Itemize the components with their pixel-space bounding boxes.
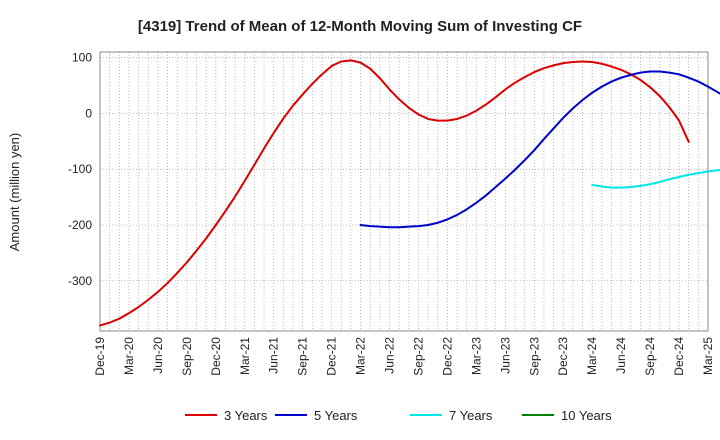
x-tick-label: Jun-21 xyxy=(267,337,281,374)
x-axis-ticks: Dec-19 Mar-20 Jun-20 Sep-20 Dec-20 Mar-21 Jun-… xyxy=(93,337,715,376)
legend-label: 5 Years xyxy=(314,408,358,423)
y-tick-label: -100 xyxy=(68,162,92,176)
legend-label: 7 Years xyxy=(449,408,493,423)
plot-area-frame xyxy=(99,51,709,332)
y-axis-ticks: 100 0 -100 -200 -300 xyxy=(68,51,92,288)
x-tick-label: Mar-24 xyxy=(585,337,599,375)
x-tick-label: Mar-21 xyxy=(238,337,252,375)
x-tick-label: Jun-22 xyxy=(383,337,397,374)
x-tick-label: Sep-22 xyxy=(411,337,425,376)
x-tick-label: Mar-25 xyxy=(701,337,715,375)
x-tick-label: Dec-22 xyxy=(440,337,454,376)
y-axis-label: Amount (million yen) xyxy=(7,133,22,252)
x-tick-label: Jun-20 xyxy=(151,337,165,374)
series-line-5-years xyxy=(359,70,720,229)
y-tick-label: 100 xyxy=(72,51,92,65)
x-tick-label: Mar-22 xyxy=(354,337,368,375)
legend-label: 10 Years xyxy=(561,408,612,423)
y-tick-label: -200 xyxy=(68,218,92,232)
x-tick-label: Sep-23 xyxy=(527,337,541,376)
x-tick-label: Mar-23 xyxy=(469,337,483,375)
legend-label: 3 Years xyxy=(224,408,268,423)
y-tick-label: 0 xyxy=(85,106,92,120)
x-tick-label: Jun-23 xyxy=(498,337,512,374)
x-tick-label: Dec-21 xyxy=(325,337,339,376)
series-line-3-years xyxy=(99,59,690,327)
x-tick-label: Mar-20 xyxy=(122,337,136,375)
x-tick-label: Dec-24 xyxy=(672,337,686,376)
x-tick-label: Sep-20 xyxy=(180,337,194,376)
x-tick-label: Sep-24 xyxy=(643,337,657,376)
x-tick-label: Dec-20 xyxy=(209,337,223,376)
x-tick-label: Jun-24 xyxy=(614,337,628,374)
y-tick-label: -300 xyxy=(68,274,92,288)
x-tick-label: Dec-19 xyxy=(93,337,107,376)
legend: 3 Years 5 Years 7 Years 10 Years xyxy=(185,408,612,423)
series-line-7-years xyxy=(591,169,720,189)
grid xyxy=(100,52,708,331)
chart-title: [4319] Trend of Mean of 12-Month Moving … xyxy=(138,18,582,35)
x-tick-label: Dec-23 xyxy=(556,337,570,376)
x-tick-label: Sep-21 xyxy=(296,337,310,376)
series-lines xyxy=(99,59,720,327)
